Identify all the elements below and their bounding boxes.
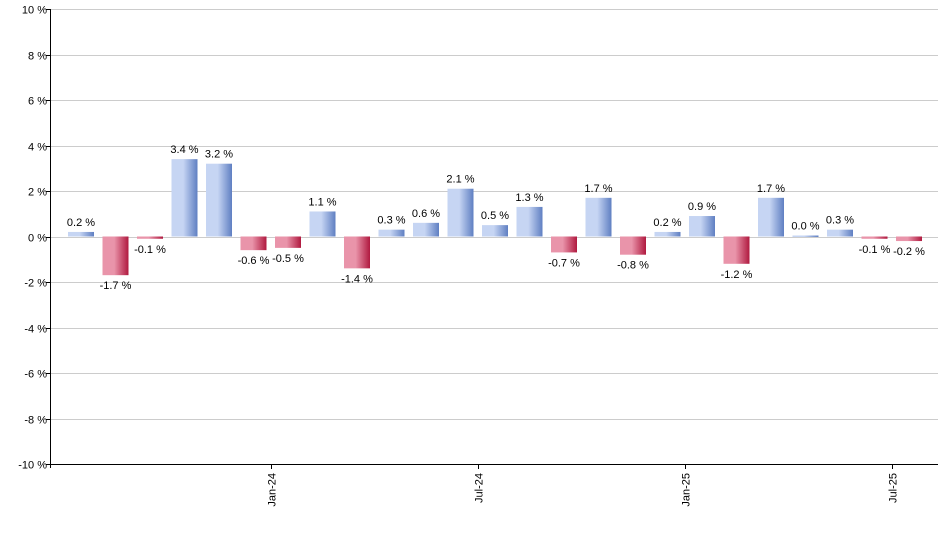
bar — [689, 216, 715, 237]
bar — [620, 236, 646, 255]
bar — [240, 236, 267, 251]
data-label: 0.9 % — [688, 201, 716, 213]
data-label: -0.5 % — [272, 253, 304, 265]
bar — [413, 222, 439, 237]
data-label: 0.5 % — [481, 210, 509, 222]
data-label: 3.4 % — [170, 144, 198, 156]
data-label: 0.6 % — [412, 208, 440, 220]
y-tick-label: 2 % — [28, 187, 47, 199]
x-tick-label: Jan-24 — [267, 473, 279, 507]
y-tick-label: 4 % — [28, 142, 47, 154]
bar — [378, 229, 405, 237]
bar — [516, 206, 543, 237]
bar — [585, 197, 612, 237]
data-label: -0.6 % — [238, 255, 270, 267]
data-label: -1.2 % — [721, 269, 753, 281]
data-label: 1.7 % — [584, 183, 612, 195]
bar — [551, 236, 577, 253]
bar — [171, 159, 198, 237]
bar — [206, 163, 232, 237]
y-tick-label: 0 % — [28, 233, 47, 245]
y-axis-tick-labels: 10 % 8 % 6 % 4 % 2 % 0 % -2 % -4 % -6 % -8 % -10 % — [18, 5, 50, 472]
bar — [896, 236, 922, 242]
data-label: 2.1 % — [446, 174, 474, 186]
x-tick-label: Jul-24 — [474, 473, 486, 503]
data-label: -0.8 % — [617, 260, 649, 272]
y-tick-label: -2 % — [24, 278, 47, 290]
data-label: 0.2 % — [653, 217, 681, 229]
bar — [137, 236, 163, 239]
x-tick-label: Jul-25 — [888, 473, 900, 503]
data-label: 0.2 % — [67, 217, 95, 229]
bar — [827, 229, 853, 237]
data-label: 1.1 % — [308, 196, 336, 208]
data-label: 0.0 % — [791, 221, 819, 233]
data-labels: 0.2 % -1.7 % -0.1 % 3.4 % 3.2 % -0.6 % -0.5 % 1… — [67, 144, 925, 292]
data-label: -0.1 % — [859, 244, 891, 256]
data-label: 3.2 % — [205, 149, 233, 161]
x-axis-tick-labels: Jan-24 Jul-24 Jan-25 Jul-25 — [267, 464, 900, 507]
bar — [68, 231, 94, 237]
data-label: 1.3 % — [515, 192, 543, 204]
y-tick-label: -6 % — [24, 369, 47, 381]
data-label: -1.4 % — [341, 273, 373, 285]
data-label: -1.7 % — [100, 280, 132, 292]
y-tick-label: 6 % — [28, 96, 47, 108]
data-label: -0.2 % — [893, 246, 925, 258]
y-tick-label: -4 % — [24, 324, 47, 336]
bar — [309, 211, 336, 237]
data-label: 0.3 % — [377, 215, 405, 227]
y-tick-label: -8 % — [24, 415, 47, 427]
bar — [758, 197, 784, 237]
bar — [344, 236, 370, 269]
bar — [447, 188, 474, 237]
x-tick-label: Jan-25 — [681, 473, 693, 507]
bar — [723, 236, 750, 264]
bar — [102, 236, 129, 276]
bars — [68, 159, 922, 276]
data-label: 1.7 % — [757, 183, 785, 195]
y-tick-label: -10 % — [18, 460, 47, 472]
y-tick-label: 8 % — [28, 51, 47, 63]
y-tick-label: 10 % — [22, 5, 47, 17]
bar — [654, 231, 681, 237]
data-label: 0.3 % — [826, 215, 854, 227]
data-label: -0.7 % — [548, 257, 580, 269]
data-label: -0.1 % — [134, 244, 166, 256]
axes — [50, 9, 938, 468]
bar — [275, 236, 301, 248]
bar — [861, 236, 888, 239]
bar — [482, 225, 508, 237]
bar — [792, 235, 819, 237]
